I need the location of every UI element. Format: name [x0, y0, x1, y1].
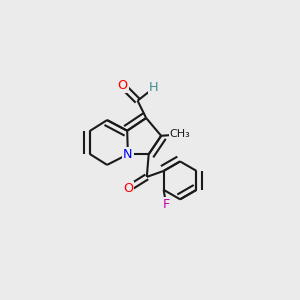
Text: O: O	[123, 182, 134, 195]
Text: CH₃: CH₃	[170, 129, 190, 140]
Text: N: N	[123, 148, 133, 161]
Text: H: H	[149, 82, 159, 94]
Text: F: F	[162, 198, 169, 211]
Text: O: O	[118, 79, 128, 92]
